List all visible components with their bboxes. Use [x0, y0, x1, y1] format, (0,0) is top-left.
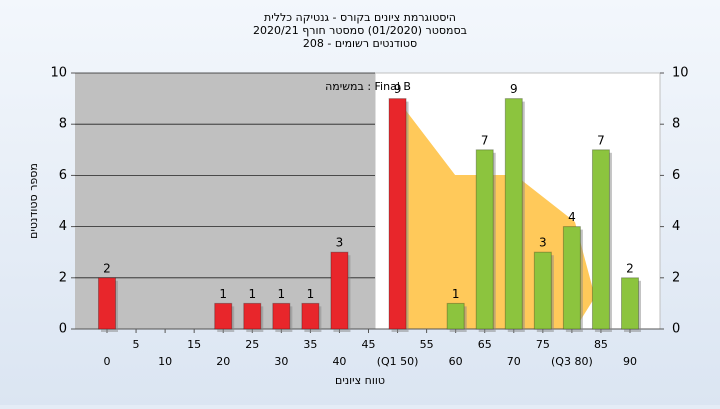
data-label: 1 — [307, 287, 315, 301]
x-tick-label: 20 — [216, 355, 230, 368]
data-label: 9 — [394, 82, 402, 96]
y2-tick-label: 2 — [672, 270, 680, 285]
x-tick-label: 75 — [536, 338, 550, 351]
bar — [243, 302, 262, 330]
x-tick-label: (Q1 50) — [377, 355, 419, 368]
x-tick-label: 70 — [507, 355, 521, 368]
annotation: במשימה : Final B — [325, 80, 411, 93]
x-tick-label: 15 — [187, 338, 201, 351]
data-label: 4 — [568, 210, 576, 224]
x-tick-label: 40 — [332, 355, 346, 368]
x-tick-label: 30 — [274, 355, 288, 368]
y-axis-label: מספר סטודנטים — [27, 163, 40, 239]
x-tick-label: 35 — [303, 338, 317, 351]
y2-tick-label: 4 — [672, 219, 680, 234]
y-tick-label: 8 — [59, 117, 67, 132]
x-tick-label: 10 — [158, 355, 172, 368]
bar — [533, 251, 552, 330]
data-label: 2 — [626, 261, 634, 275]
title-line: בסמסטר (01/2020) סמסטר חורף 2020/21 — [253, 24, 467, 37]
x-tick-label: 55 — [420, 338, 434, 351]
data-label: 1 — [452, 287, 460, 301]
bar — [98, 277, 116, 330]
y-tick-label: 2 — [59, 270, 67, 285]
x-tick-label: 25 — [245, 338, 259, 351]
x-tick-label: 0 — [104, 355, 111, 368]
y2-tick-label: 6 — [672, 168, 680, 183]
data-label: 2 — [103, 261, 111, 275]
title-line: היסטוגרמת ציונים בקורס - גנטיקה כללית — [264, 11, 456, 24]
bar — [272, 302, 291, 330]
data-label: 1 — [219, 287, 227, 301]
x-tick-label: 45 — [362, 338, 376, 351]
y2-tick-label: 0 — [672, 322, 680, 337]
x-tick-label: 65 — [478, 338, 492, 351]
y-tick-label: 6 — [59, 168, 67, 183]
bar — [446, 302, 465, 330]
data-label: 3 — [539, 236, 547, 250]
bar — [330, 251, 349, 330]
data-label: 1 — [248, 287, 256, 301]
y2-tick-label: 10 — [672, 66, 689, 81]
x-tick-label: (Q3 80) — [551, 355, 593, 368]
title-line: סטודנטים רשומים - 208 — [303, 37, 417, 50]
data-label: 7 — [481, 133, 489, 147]
y-tick-label: 0 — [59, 322, 67, 337]
y-tick-label: 10 — [50, 66, 67, 81]
x-tick-label: 85 — [594, 338, 608, 351]
bar — [475, 149, 494, 330]
x-tick-label: 5 — [133, 338, 140, 351]
y-tick-label: 4 — [59, 219, 67, 234]
bar — [214, 302, 233, 330]
bar — [591, 149, 610, 330]
bar — [621, 277, 639, 330]
bar — [301, 302, 320, 330]
bar — [562, 226, 581, 330]
y2-tick-label: 8 — [672, 117, 680, 132]
x-tick-label: 60 — [449, 355, 463, 368]
bar — [388, 98, 407, 330]
data-label: 3 — [336, 236, 344, 250]
data-label: 7 — [597, 133, 605, 147]
plot-area-left — [75, 73, 375, 329]
x-tick-label: 90 — [623, 355, 637, 368]
bar — [504, 98, 523, 330]
data-label: 1 — [278, 287, 286, 301]
data-label: 9 — [510, 82, 518, 96]
x-axis-label: טווח ציונים — [335, 374, 385, 387]
